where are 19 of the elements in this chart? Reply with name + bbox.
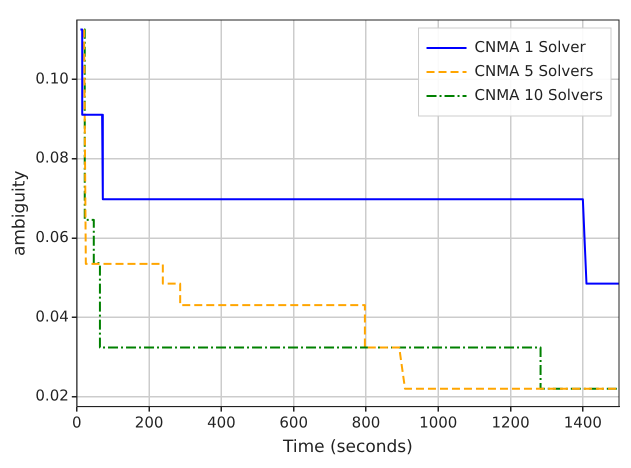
y-tick-label: 0.06 (35, 228, 69, 246)
x-tick-label: 600 (279, 413, 308, 432)
x-tick-label: 1200 (491, 413, 530, 432)
x-tick-label: 1000 (419, 413, 458, 432)
x-tick-label: 200 (134, 413, 164, 432)
x-tick-label: 800 (352, 413, 380, 432)
y-tick-label: 0.08 (35, 148, 69, 167)
legend-label: CNMA 1 Solver (474, 38, 586, 56)
line-series (83, 28, 619, 390)
x-axis-title: Time (seconds) (282, 437, 413, 458)
x-tick-label: 1400 (564, 413, 602, 432)
x-tick-label: 0 (72, 413, 82, 432)
y-axis-title: ambiguity (10, 170, 30, 256)
x-tick-label: 400 (207, 413, 236, 432)
y-tick-label: 0.02 (35, 386, 69, 405)
y-tick-label: 0.10 (35, 69, 69, 88)
legend-label: CNMA 5 Solvers (474, 62, 594, 80)
y-tick-label: 0.04 (35, 307, 69, 326)
legend-label: CNMA 10 Solvers (474, 86, 604, 104)
